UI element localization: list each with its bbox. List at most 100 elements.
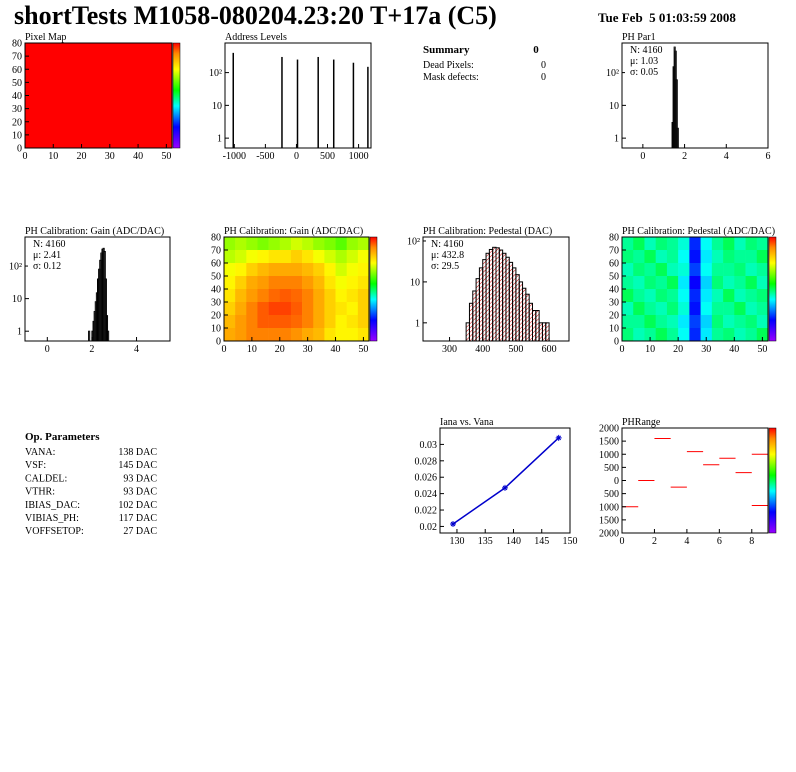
heat-cell	[655, 302, 668, 316]
y-tick-label: 1	[614, 134, 619, 145]
panel-title: PH Calibration: Gain (ADC/DAC)	[25, 226, 164, 237]
heat-cell	[268, 302, 281, 316]
heat-cell	[644, 289, 656, 303]
color-bar	[172, 42, 181, 149]
heat-cell	[745, 302, 758, 316]
x-tick-label: 30	[701, 344, 711, 355]
op-label: VSF:	[25, 460, 46, 471]
x-tick-label: 10	[645, 344, 655, 355]
y-tick-label: 70	[211, 246, 221, 257]
heat-cell	[700, 250, 713, 264]
heat-cell	[246, 237, 258, 251]
heat-cell	[279, 315, 292, 329]
heat-cell	[633, 328, 645, 342]
heat-cell	[666, 315, 679, 329]
heat-cell	[324, 263, 336, 277]
y-tick-label: 10²	[209, 68, 222, 79]
heat-cell	[734, 315, 746, 329]
heat-cell	[235, 250, 247, 264]
x-tick-label: 40	[133, 151, 143, 162]
heat-cell	[633, 289, 645, 303]
heat-cell	[313, 328, 325, 342]
heat-cell	[224, 250, 236, 264]
heat-cell	[700, 276, 713, 290]
heat-cell	[357, 237, 370, 251]
x-tick-label: 20	[77, 151, 87, 162]
heat-cell	[678, 302, 690, 316]
x-tick-label: 0	[23, 151, 28, 162]
heat-cell	[734, 263, 746, 277]
plot-frame	[439, 427, 571, 534]
heat-cell	[622, 263, 634, 277]
heat-cell	[313, 315, 325, 329]
op-value: 27 DAC	[123, 526, 157, 537]
heat-cell	[290, 289, 303, 303]
op-value: 117 DAC	[119, 513, 158, 524]
heat-cell	[302, 302, 314, 316]
heat-cell	[745, 289, 758, 303]
heat-cell	[302, 263, 314, 277]
y-tick-label: 10²	[407, 236, 420, 247]
heat-cell	[235, 276, 247, 290]
y-tick-label: 40	[12, 91, 22, 102]
heat-cell	[711, 328, 724, 342]
heat-cell	[324, 276, 336, 290]
heat-cell	[723, 276, 735, 290]
heat-cell	[335, 276, 347, 290]
heat-cell	[723, 315, 735, 329]
y-tick-label: 10	[410, 277, 420, 288]
y-tick-label: 0.028	[415, 456, 438, 467]
heat-cell	[224, 263, 236, 277]
y-tick-label: 0	[614, 476, 619, 487]
heat-cell	[246, 328, 258, 342]
panel-title: Pixel Map	[25, 32, 66, 43]
panel-title: PH Calibration: Gain (ADC/DAC)	[224, 226, 363, 237]
heat-cell	[290, 328, 303, 342]
x-tick-label: 10	[247, 344, 257, 355]
date: Tue Feb 5 01:03:59 2008	[598, 10, 736, 25]
heat-cell	[644, 302, 656, 316]
x-tick-label: 10	[48, 151, 58, 162]
heat-cell	[745, 237, 758, 251]
heat-cell	[734, 250, 746, 264]
heat-cell	[335, 315, 347, 329]
panel-title: PH Calibration: Pedestal (DAC)	[423, 226, 552, 237]
heat-cell	[745, 263, 758, 277]
heat-cell	[313, 289, 325, 303]
x-tick-label: 20	[275, 344, 285, 355]
heat-cell	[644, 276, 656, 290]
panel-title: PH Par1	[622, 32, 656, 43]
x-tick-label: 0	[640, 151, 645, 162]
y-tick-label: 10	[609, 324, 619, 335]
y-tick-label: 80	[211, 233, 221, 244]
heat-cell	[734, 276, 746, 290]
heat-cell	[655, 263, 668, 277]
y-tick-label: 1	[415, 318, 420, 329]
x-tick-label: 4	[724, 151, 729, 162]
heat-cell	[622, 276, 634, 290]
stats-text: μ: 2.41	[33, 250, 61, 261]
x-tick-label: 0	[620, 344, 625, 355]
x-tick-label: 0	[222, 344, 227, 355]
point-marker	[450, 520, 456, 527]
heat-cell	[711, 315, 724, 329]
heat-cell	[313, 276, 325, 290]
color-bar	[768, 427, 777, 534]
y-tick-label: 50	[12, 78, 22, 89]
y-tick-label: 20	[609, 311, 619, 322]
y-tick-label: 0	[216, 337, 221, 348]
x-tick-label: 4	[684, 536, 689, 547]
y-tick-label: 50	[211, 272, 221, 283]
y-tick-label: 10	[12, 130, 22, 141]
stats-text: σ: 0.05	[630, 67, 658, 78]
x-tick-label: 8	[749, 536, 754, 547]
heat-cell	[268, 328, 281, 342]
heat-cell	[678, 315, 690, 329]
heat-cell	[224, 289, 236, 303]
heat-cell	[290, 302, 303, 316]
y-tick-label: 500	[604, 489, 619, 500]
point-marker	[502, 484, 508, 491]
heat-cell	[622, 289, 634, 303]
heat-cell	[235, 263, 247, 277]
